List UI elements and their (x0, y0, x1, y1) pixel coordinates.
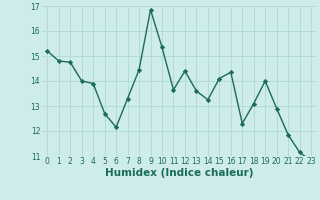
X-axis label: Humidex (Indice chaleur): Humidex (Indice chaleur) (105, 168, 253, 178)
